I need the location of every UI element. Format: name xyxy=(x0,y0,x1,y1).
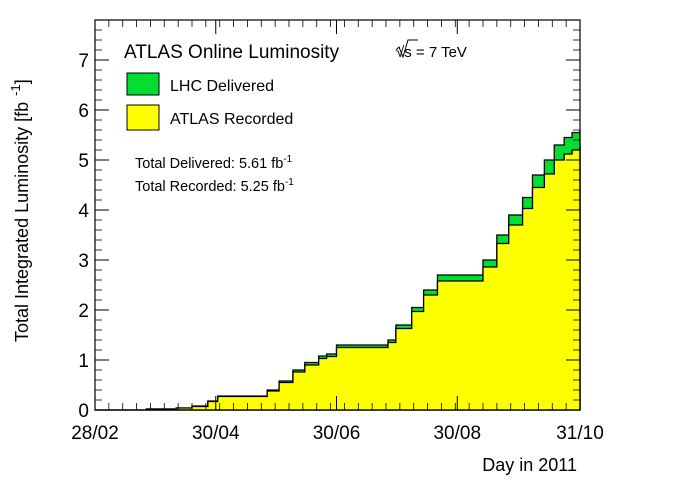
x-axis-title: Day in 2011 xyxy=(482,455,577,475)
total-recorded-exponent: -1 xyxy=(285,177,294,188)
y-axis-title-exponent: -1 xyxy=(8,84,23,96)
plot-frame xyxy=(94,19,581,411)
energy-text: √s = 7 TeV xyxy=(396,44,467,61)
total-recorded-text: Total Recorded: 5.25 fb-1 xyxy=(135,177,294,195)
total-delivered-label: Total Delivered: 5.61 fb xyxy=(135,156,283,172)
x-axis-ticks: 28/02 30/04 30/06 30/08 31/10 xyxy=(71,20,604,444)
y-tick-label: 4 xyxy=(78,201,89,222)
y-tick-label: 3 xyxy=(78,251,89,272)
y-tick-label: 1 xyxy=(78,351,89,372)
y-tick-label: 5 xyxy=(78,151,89,172)
total-delivered-text: Total Delivered: 5.61 fb-1 xyxy=(135,154,293,172)
legend-label-delivered: LHC Delivered xyxy=(170,78,274,95)
legend-label-recorded: ATLAS Recorded xyxy=(170,111,293,128)
total-recorded-label: Total Recorded: 5.25 fb xyxy=(135,179,285,195)
legend-swatch-delivered xyxy=(126,72,160,96)
legend: LHC Delivered ATLAS Recorded xyxy=(126,72,293,131)
series-area-recorded xyxy=(95,147,581,411)
x-tick-label: 30/06 xyxy=(313,423,361,444)
y-tick-label: 0 xyxy=(78,401,89,422)
total-delivered-exponent: -1 xyxy=(283,154,292,165)
energy-label: √s = 7 TeV xyxy=(395,39,467,61)
y-tick-label: 2 xyxy=(78,301,89,322)
y-axis-title: Total Integrated Luminosity [fb -1] xyxy=(8,79,32,342)
y-tick-label: 7 xyxy=(78,51,89,72)
legend-swatch-recorded xyxy=(126,104,160,131)
y-axis-title-main: Total Integrated Luminosity [fb xyxy=(12,102,32,342)
x-tick-label: 30/04 xyxy=(192,423,240,444)
x-tick-label: 31/10 xyxy=(556,423,604,444)
y-axis-title-close: ] xyxy=(12,79,32,84)
plot-areas xyxy=(95,129,581,411)
y-axis-ticks: 0 1 2 3 4 5 6 7 xyxy=(78,19,580,422)
totals-annotation: Total Delivered: 5.61 fb-1 Total Recorde… xyxy=(135,154,294,195)
y-tick-label: 6 xyxy=(78,101,89,122)
sqrt-icon xyxy=(395,39,418,59)
chart-title: ATLAS Online Luminosity xyxy=(124,42,340,63)
x-tick-label: 30/08 xyxy=(433,423,481,444)
x-tick-label: 28/02 xyxy=(71,423,119,444)
